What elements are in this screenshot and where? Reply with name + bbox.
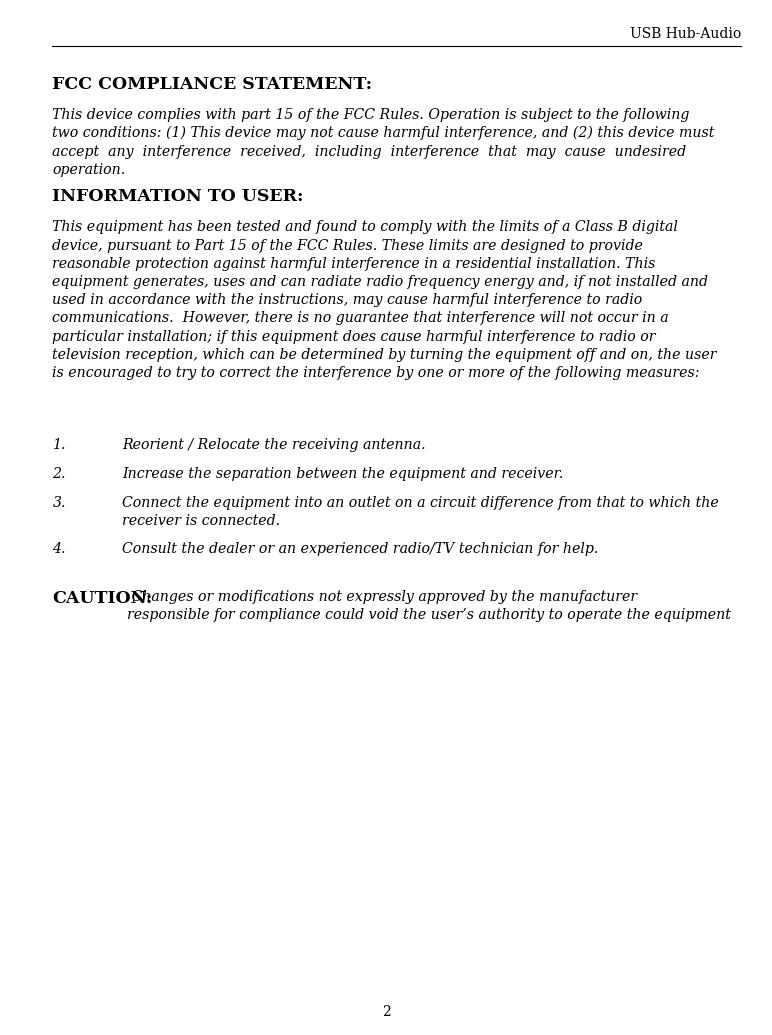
Text: 3.: 3. [52, 496, 66, 510]
Text: Reorient / Relocate the receiving antenna.: Reorient / Relocate the receiving antenn… [122, 438, 425, 452]
Text: This device complies with part 15 of the FCC Rules. Operation is subject to the : This device complies with part 15 of the… [52, 108, 715, 177]
Text: This equipment has been tested and found to comply with the limits of a Class B : This equipment has been tested and found… [52, 220, 717, 380]
Text: Increase the separation between the equipment and receiver.: Increase the separation between the equi… [122, 467, 564, 481]
Text: Consult the dealer or an experienced radio/TV technician for help.: Consult the dealer or an experienced rad… [122, 542, 598, 557]
Text: CAUTION:: CAUTION: [52, 590, 153, 607]
Text: 1.: 1. [52, 438, 66, 452]
Text: Changes or modifications not expressly approved by the manufacturer
responsible : Changes or modifications not expressly a… [127, 590, 730, 622]
Text: USB Hub-Audio: USB Hub-Audio [630, 27, 741, 41]
Text: Connect the equipment into an outlet on a circuit difference from that to which : Connect the equipment into an outlet on … [122, 496, 719, 528]
Text: 2: 2 [381, 1005, 391, 1019]
Text: 4.: 4. [52, 542, 66, 557]
Text: FCC COMPLIANCE STATEMENT:: FCC COMPLIANCE STATEMENT: [52, 76, 373, 92]
Text: INFORMATION TO USER:: INFORMATION TO USER: [52, 188, 304, 205]
Text: 2.: 2. [52, 467, 66, 481]
